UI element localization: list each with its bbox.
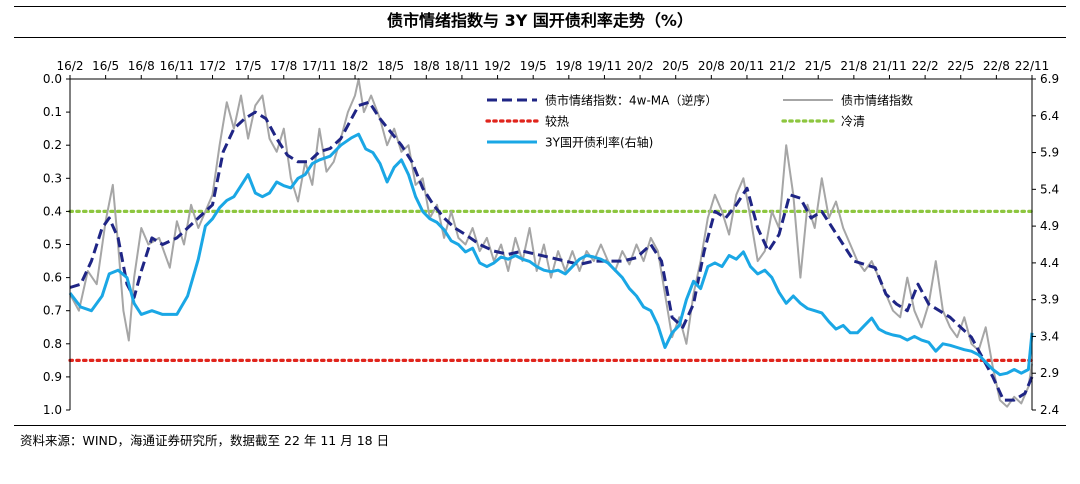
x-tick-label: 21/2 [769,59,796,73]
source-rule [14,425,1066,426]
x-tick-label: 16/11 [160,59,195,73]
y-right-tick-label: 4.4 [1040,256,1059,270]
source-note: 资料来源：WIND，海通证券研究所，数据截至 22 年 11 月 18 日 [20,433,390,448]
x-tick-label: 20/2 [627,59,654,73]
y-right-tick-label: 5.9 [1040,146,1059,160]
y-left-tick-label: 0.5 [43,238,62,252]
y-right-tick-label: 3.9 [1040,293,1059,307]
x-tick-label: 21/8 [840,59,867,73]
y-left-tick-label: 0.9 [43,370,62,384]
series-line-ma [69,100,1034,402]
y-right-tick-label: 3.4 [1040,329,1059,343]
x-tick-label: 22/5 [947,59,974,73]
y-left-tick-label: 1.0 [43,403,62,417]
title-bottom-rule [14,37,1066,38]
x-tick-label: 18/2 [342,59,369,73]
legend-label-cold: 冷清 [841,115,865,129]
x-tick-label: 18/11 [445,59,480,73]
x-tick-label: 19/11 [587,59,622,73]
y-left-tick-label: 0.6 [43,271,62,285]
y-right-tick-label: 6.9 [1040,72,1059,86]
series-layer [68,78,1034,408]
x-tick-label: 22/11 [1015,59,1050,73]
x-tick-label: 21/5 [805,59,832,73]
x-tick-label: 20/11 [730,59,765,73]
series-line-rate [68,132,1034,377]
x-tick-label: 17/2 [199,59,226,73]
x-tick-label: 16/5 [92,59,119,73]
axes: 16/2 16/5 16/8 16/11 17/2 17/5 17/8 17/11 18/2 18… [43,59,1059,417]
legend-label-ma: 债市情绪指数：4w-MA（逆序） [545,93,717,108]
y-right-tick-label: 5.4 [1040,182,1059,196]
title-bar: 债市情绪指数与 3Y 国开债利率走势（%） [14,6,1066,36]
x-tick-label: 16/8 [128,59,155,73]
x-tick-label: 19/5 [520,59,547,73]
x-tick-label: 16/2 [57,59,84,73]
title-top-rule [14,6,1066,7]
y-left-tick-label: 0.3 [43,171,62,185]
legend-label-index: 债市情绪指数 [841,93,913,108]
chart-title: 债市情绪指数与 3Y 国开债利率走势（%） [387,11,693,30]
legend-label-hot: 较热 [545,114,569,129]
x-tick-label: 20/8 [698,59,725,73]
legend-label-rate: 3Y国开债利率(右轴) [545,135,653,150]
x-tick-label: 22/8 [983,59,1010,73]
x-tick-label: 17/11 [302,59,337,73]
x-tick-label: 21/11 [872,59,907,73]
y-left-tick-label: 0.1 [43,105,62,119]
y-left-tick-label: 0.8 [43,337,62,351]
y-left-tick-label: 0.0 [43,72,62,86]
y-left-tick-label: 0.7 [43,304,62,318]
x-tick-label: 18/8 [413,59,440,73]
x-tick-label: 17/5 [235,59,262,73]
x-tick-label: 19/2 [484,59,511,73]
y-left-tick-label: 0.4 [43,204,62,218]
y-right-tick-label: 4.9 [1040,219,1059,233]
x-tick-label: 18/5 [377,59,404,73]
x-tick-label: 17/8 [270,59,297,73]
y-right-tick-label: 6.4 [1040,109,1059,123]
y-right-tick-label: 2.4 [1040,403,1059,417]
x-tick-label: 20/5 [662,59,689,73]
reference-lines [68,209,1034,362]
x-tick-label: 22/2 [912,59,939,73]
chart-svg: 16/2 16/5 16/8 16/11 17/2 17/5 17/8 17/11 18/2 18… [43,59,1059,417]
y-left-tick-label: 0.2 [43,138,62,152]
y-right-tick-label: 2.9 [1040,366,1059,380]
x-tick-label: 19/8 [555,59,582,73]
